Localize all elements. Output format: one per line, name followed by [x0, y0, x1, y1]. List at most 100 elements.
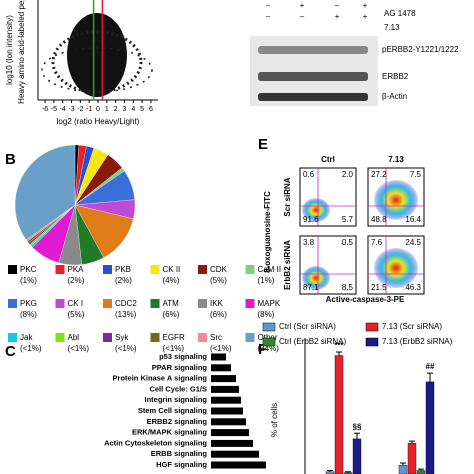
legend-label: Jak	[20, 333, 33, 342]
legend-label: CaM II	[258, 265, 282, 274]
legend-swatch	[150, 299, 160, 308]
x-tick-label: 5	[140, 106, 144, 113]
legend-swatch	[198, 265, 207, 274]
legend-swatch	[245, 333, 255, 342]
x-tick-label: 2	[114, 106, 118, 113]
legend-label: PKG	[20, 299, 37, 308]
x-tick-label: -5	[51, 106, 57, 113]
error-bar	[327, 469, 333, 472]
x-label: Active-caspase-3-PE	[326, 295, 405, 304]
x-tick-label: -2	[77, 106, 83, 113]
flow-density	[374, 248, 418, 288]
y-label: log10 (Ion intensity)	[5, 15, 14, 85]
band-label: β-Actin	[382, 92, 407, 101]
legend-swatch	[8, 333, 17, 342]
legend-swatch	[103, 299, 112, 308]
flow-density	[302, 198, 330, 222]
legend-value: (5%)	[210, 276, 227, 285]
legend-label: PKA	[68, 265, 85, 274]
legend-swatch	[262, 322, 276, 332]
legend-value: (<1%)	[20, 344, 42, 353]
error-bar	[345, 471, 351, 473]
x-tick-label: -4	[60, 106, 66, 113]
legend-label: PKC	[20, 265, 37, 274]
flow-density	[302, 266, 330, 290]
legend-label: Other	[258, 333, 278, 342]
legend-label: CK II	[163, 265, 181, 274]
legend-value: (13%)	[115, 310, 137, 319]
legend-swatch	[55, 333, 65, 342]
legend-value: (2%)	[115, 276, 132, 285]
legend-swatch	[262, 337, 276, 347]
sign: +	[335, 12, 340, 21]
legend-label: IKK	[210, 299, 224, 308]
bar-label: ERBB signaling	[151, 449, 208, 458]
legend-label: MAPK	[258, 299, 281, 308]
legend-swatch	[245, 299, 255, 308]
bar	[416, 470, 426, 474]
quadrant-value: 7.6	[371, 238, 383, 247]
x-tick-label: 6	[149, 106, 153, 113]
legend-value: (4%)	[163, 276, 180, 285]
bar-label: p53 signaling	[159, 352, 207, 361]
legend-swatch	[365, 322, 379, 332]
legend-label: CDK	[210, 265, 228, 274]
bar-label: Cell Cycle: G1/S	[149, 384, 207, 393]
legend-label: Ctrl (Scr siRNA)	[279, 322, 336, 331]
flow-density	[374, 180, 418, 220]
annotation: §§	[353, 422, 362, 431]
legend-label: CK I	[68, 299, 84, 308]
error-bar	[336, 351, 342, 356]
bar	[407, 443, 417, 474]
legend-label: Src	[210, 333, 222, 342]
x-tick-label: 1	[105, 106, 109, 113]
legend-label: Syk	[115, 333, 129, 342]
bar	[211, 396, 241, 404]
annotation: ***	[334, 341, 344, 350]
bar	[211, 418, 246, 426]
legend-swatch	[55, 299, 65, 308]
blot	[250, 36, 378, 106]
quadrant-value: 21.5	[371, 283, 387, 292]
band-label: pERBB2-Y1221/1222	[382, 45, 459, 54]
error-bar	[400, 462, 406, 466]
sign: –	[266, 1, 271, 10]
y-label: 8-oxoguanosine-FITC	[263, 191, 272, 273]
error-bar	[354, 432, 360, 439]
panel-label: E	[258, 136, 268, 153]
sign: +	[363, 12, 368, 21]
legend-value: (1%)	[258, 276, 275, 285]
bar-label: Integrin signaling	[144, 395, 207, 404]
error-bar	[427, 372, 433, 382]
error-bar	[418, 468, 424, 471]
row-label: Scr siRNA	[283, 177, 292, 216]
legend-label: EGFR	[163, 333, 185, 342]
bar	[211, 353, 226, 361]
legend-label: ATM	[163, 299, 180, 308]
x-tick-label: 3	[123, 106, 127, 113]
x-tick-label: -3	[68, 106, 74, 113]
legend-value: (34%)	[258, 344, 280, 353]
quadrant-value: 24.5	[405, 238, 421, 247]
legend-swatch	[365, 337, 379, 347]
x-tick-label: 4	[131, 106, 135, 113]
bar	[211, 450, 259, 458]
legend-swatch	[150, 333, 160, 342]
legend-value: (<1%)	[68, 344, 90, 353]
band-label: ERBB2	[382, 72, 409, 81]
y-label: % of cells	[270, 403, 279, 437]
legend-swatch	[198, 299, 207, 308]
legend-label: 7.13 (ErbB2 siRNA)	[382, 337, 453, 346]
quadrant-value: 27.2	[371, 170, 387, 179]
bar-label: Stem Cell signaling	[138, 406, 208, 415]
bar	[211, 375, 236, 383]
x-label: log2 (ratio Heavy/Light)	[57, 117, 140, 126]
sign: –	[266, 12, 271, 21]
treatment-label: AG 1478	[384, 9, 416, 18]
panel-label: B	[5, 151, 16, 168]
legend-value: (6%)	[163, 310, 180, 319]
x-tick-label: -6	[42, 106, 48, 113]
quadrant-value: 87.1	[303, 283, 319, 292]
legend-value: (<1%)	[115, 344, 137, 353]
